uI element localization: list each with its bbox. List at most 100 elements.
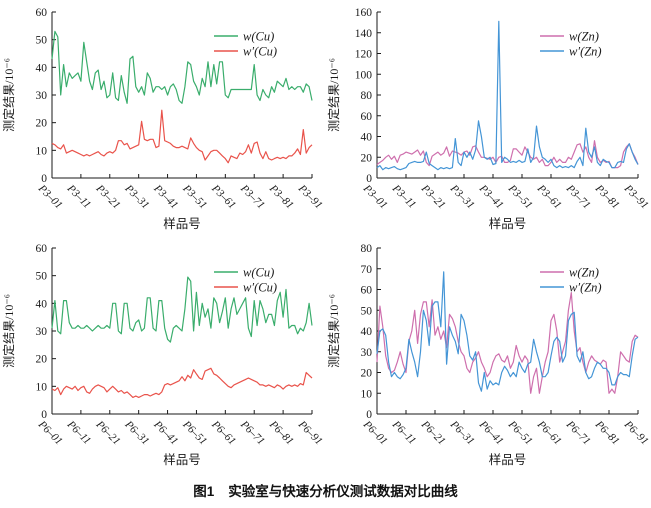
panel-bottom-left: 0 10 20 30 40 50 60 P6–01 P6–11 P6–21 P6–31 P6–41 P6… (0, 236, 325, 472)
legend-label: w(Cu) (243, 30, 274, 44)
y-tick-label: 20 (361, 152, 373, 164)
x-tick-label: P3–11 (389, 182, 418, 211)
x-tick-label: P6–01 (360, 418, 390, 448)
x-tick-label: P6–11 (64, 418, 93, 447)
y-tick-label: 0 (366, 173, 372, 185)
x-tick-label: P6–31 (447, 418, 477, 448)
series-line-wCu (51, 109, 313, 164)
y-tick-label: 80 (361, 243, 373, 255)
y-tick-label: 40 (361, 326, 373, 338)
x-tick-label: P3–61 (209, 182, 239, 212)
y-tick-label: 160 (355, 7, 373, 19)
series-line-wZn (376, 20, 639, 171)
series-line-wZn (376, 140, 639, 169)
y-tick-label: 10 (361, 388, 373, 400)
x-tick-label: P3–61 (534, 182, 564, 212)
x-tick-label: P6–81 (592, 418, 622, 448)
y-tick-label: 30 (361, 347, 373, 359)
y-tick-label: 40 (36, 298, 48, 310)
y-axis-title: 测定结果/10⁻⁶ (326, 294, 341, 368)
x-tick-label: P3–41 (476, 182, 506, 212)
y-tick-label: 20 (36, 118, 48, 130)
y-tick-label: 30 (36, 326, 48, 338)
x-tick-label: P3–41 (151, 182, 181, 212)
x-tick-label: P3–71 (563, 182, 593, 212)
legend-label: w′(Zn) (569, 45, 602, 59)
y-tick-label: 70 (361, 264, 373, 276)
x-axis-title: 样品号 (163, 452, 201, 467)
series-line-wCu (51, 367, 313, 398)
y-tick-label: 100 (355, 69, 373, 81)
panel-top-left: 0 10 20 30 40 50 60 P3–01 P3–11 P3–21 P3–31 P3–41 P3… (0, 0, 325, 236)
series-line-wCu (51, 276, 313, 343)
series-line-wZn (376, 271, 639, 392)
x-tick-label: P3–01 (360, 182, 390, 212)
panel-top-right: 0 20 40 60 80 100 120 140 160 P3–01 P3–11 P3–21 P3–3… (325, 0, 651, 236)
y-tick-label: 0 (41, 409, 47, 421)
legend-label: w′(Cu) (243, 45, 277, 59)
y-tick-label: 0 (41, 173, 47, 185)
legend-label: w′(Zn) (569, 281, 602, 295)
chart-grid: 0 10 20 30 40 50 60 P3–01 P3–11 P3–21 P3–31 P3–41 P3… (0, 0, 651, 472)
legend-label: w(Zn) (569, 266, 599, 280)
x-tick-label: P6–51 (505, 418, 535, 448)
y-axis-title: 测定结果/10⁻⁶ (326, 58, 341, 132)
x-tick-label: P3–81 (266, 182, 296, 212)
legend-label: w(Cu) (243, 266, 274, 280)
x-tick-label: P3–81 (592, 182, 622, 212)
chart-zn-p3: 0 20 40 60 80 100 120 140 160 P3–01 P3–11 P3–21 P3–3… (326, 7, 651, 231)
x-axis-title: 样品号 (489, 216, 527, 231)
series-line-wCu (51, 30, 313, 104)
x-axis-title: 样品号 (489, 452, 527, 467)
y-axis-title: 测定结果/10⁻⁶ (1, 294, 16, 368)
x-tick-label: P6–21 (418, 418, 448, 448)
y-tick-label: 60 (361, 111, 373, 123)
x-tick-label: P3–51 (180, 182, 210, 212)
x-tick-label: P6–61 (209, 418, 239, 448)
y-tick-label: 30 (36, 90, 48, 102)
y-tick-label: 0 (366, 409, 372, 421)
y-tick-label: 60 (36, 7, 48, 19)
y-tick-label: 10 (36, 381, 48, 393)
panel-bottom-right: 0 10 20 30 40 50 60 70 80 P6–01 P6–11 P6–21 P6–31 P6–… (325, 236, 651, 472)
y-tick-label: 10 (36, 145, 48, 157)
y-tick-label: 140 (355, 28, 373, 40)
x-tick-label: P6–41 (151, 418, 181, 448)
y-tick-label: 20 (36, 354, 48, 366)
y-tick-label: 60 (36, 243, 48, 255)
x-tick-label: P6–21 (93, 418, 123, 448)
y-tick-label: 50 (36, 271, 48, 283)
caption-text: 实验室与快速分析仪测试数据对比曲线 (228, 484, 458, 499)
y-tick-label: 40 (361, 132, 373, 144)
x-tick-label: P6–91 (621, 418, 651, 448)
x-tick-label: P3–21 (93, 182, 123, 212)
y-tick-label: 50 (361, 305, 373, 317)
x-tick-label: P6–91 (295, 418, 325, 448)
x-tick-label: P6–61 (534, 418, 564, 448)
legend-label: w′(Cu) (243, 281, 277, 295)
y-tick-label: 20 (361, 368, 373, 380)
x-tick-label: P6–81 (266, 418, 296, 448)
x-tick-label: P3–11 (64, 182, 93, 211)
x-tick-label: P6–31 (122, 418, 152, 448)
x-tick-label: P3–71 (237, 182, 267, 212)
y-tick-label: 80 (361, 90, 373, 102)
y-tick-label: 50 (36, 35, 48, 47)
y-tick-label: 60 (361, 285, 373, 297)
figure-caption: 图1 实验室与快速分析仪测试数据对比曲线 (0, 472, 651, 508)
x-tick-label: P3–91 (295, 182, 325, 212)
x-tick-label: P6–01 (35, 418, 65, 448)
y-axis-title: 测定结果/10⁻⁶ (1, 58, 16, 132)
x-tick-label: P3–51 (505, 182, 535, 212)
x-tick-label: P3–31 (447, 182, 477, 212)
x-tick-label: P6–71 (237, 418, 267, 448)
y-tick-label: 120 (355, 49, 373, 61)
x-tick-label: P3–31 (122, 182, 152, 212)
x-tick-label: P3–91 (621, 182, 651, 212)
x-tick-label: P6–51 (180, 418, 210, 448)
x-tick-label: P6–71 (563, 418, 593, 448)
